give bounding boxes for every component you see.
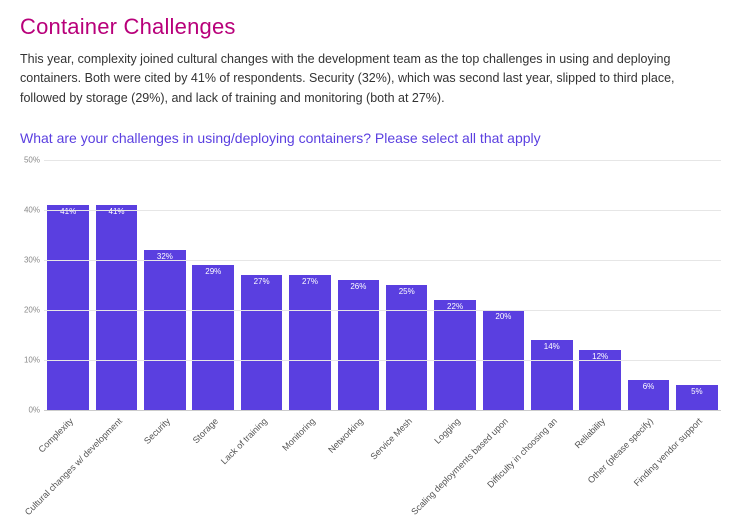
- bar: 32%: [144, 250, 186, 410]
- y-tick-label: 20%: [20, 306, 40, 315]
- bar: 5%: [676, 385, 718, 410]
- x-axis-label: Reliability: [573, 416, 607, 450]
- x-axis-label: Storage: [191, 416, 220, 445]
- x-axis-label: Security: [142, 416, 172, 446]
- bar-value-label: 14%: [531, 342, 573, 351]
- bar-slot: 12%: [576, 160, 624, 410]
- bar-value-label: 29%: [192, 267, 234, 276]
- bar: 14%: [531, 340, 573, 410]
- bar-value-label: 20%: [483, 312, 525, 321]
- x-axis-label: Complexity: [37, 416, 76, 455]
- bar-value-label: 25%: [386, 287, 428, 296]
- x-axis-label: Monitoring: [280, 416, 317, 453]
- gridline: [44, 360, 721, 361]
- page-title: Container Challenges: [20, 14, 725, 40]
- bar: 41%: [96, 205, 138, 410]
- bar-value-label: 41%: [96, 207, 138, 216]
- bar: 25%: [386, 285, 428, 410]
- gridline: [44, 210, 721, 211]
- y-tick-label: 40%: [20, 206, 40, 215]
- bar-slot: 20%: [479, 160, 527, 410]
- bar-slot: 26%: [334, 160, 382, 410]
- bar-value-label: 41%: [47, 207, 89, 216]
- gridline: [44, 260, 721, 261]
- bar: 12%: [579, 350, 621, 410]
- bar-slot: 27%: [237, 160, 285, 410]
- bar: 29%: [192, 265, 234, 410]
- x-axis-label: Logging: [432, 416, 462, 446]
- bar-slot: 22%: [431, 160, 479, 410]
- bar-value-label: 26%: [338, 282, 380, 291]
- y-tick-label: 10%: [20, 356, 40, 365]
- bar: 27%: [241, 275, 283, 410]
- bar: 27%: [289, 275, 331, 410]
- gridline: [44, 310, 721, 311]
- bar-chart: 41% 41% 32% 29% 27% 27% 26% 25% 22% 20% 14% 12% 6% 5%…: [20, 160, 725, 490]
- bar: 22%: [434, 300, 476, 410]
- gridline: [44, 160, 721, 161]
- bar-slot: 6%: [624, 160, 672, 410]
- bar-value-label: 27%: [289, 277, 331, 286]
- y-tick-label: 30%: [20, 256, 40, 265]
- bar-slot: 29%: [189, 160, 237, 410]
- chart-subtitle: What are your challenges in using/deploy…: [20, 130, 725, 146]
- description-text: This year, complexity joined cultural ch…: [20, 50, 720, 108]
- bar-slot: 32%: [141, 160, 189, 410]
- bar-slot: 5%: [673, 160, 721, 410]
- y-tick-label: 0%: [20, 406, 40, 415]
- bar-slot: 41%: [44, 160, 92, 410]
- bar: 26%: [338, 280, 380, 410]
- bar-slot: 14%: [528, 160, 576, 410]
- bar: 41%: [47, 205, 89, 410]
- bar-value-label: 6%: [628, 382, 670, 391]
- bar: 6%: [628, 380, 670, 410]
- bar-value-label: 5%: [676, 387, 718, 396]
- y-tick-label: 50%: [20, 156, 40, 165]
- bar-slot: 25%: [383, 160, 431, 410]
- bar-slot: 27%: [286, 160, 334, 410]
- bar-slot: 41%: [92, 160, 140, 410]
- bar-value-label: 27%: [241, 277, 283, 286]
